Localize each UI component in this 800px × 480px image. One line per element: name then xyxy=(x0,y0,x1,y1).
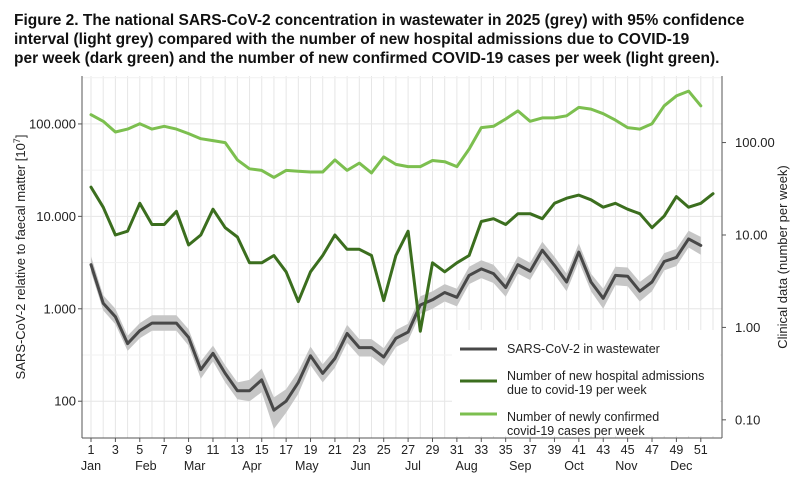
x-week-label: 13 xyxy=(230,443,244,457)
x-week-label: 25 xyxy=(377,443,391,457)
chart-title-line: per week (dark green) and the number of … xyxy=(14,50,720,67)
x-week-label: 35 xyxy=(499,443,513,457)
x-month-label: Jun xyxy=(350,459,370,473)
y-right-axis-label: Clinical data (number per week) xyxy=(775,165,790,349)
y-left-tick-label: 100.000 xyxy=(29,116,76,131)
legend: SARS-CoV-2 in wastewater Number of new ho… xyxy=(452,330,720,438)
x-week-label: 47 xyxy=(645,443,659,457)
x-week-label: 3 xyxy=(112,443,119,457)
x-week-label: 11 xyxy=(206,443,219,457)
x-week-label: 37 xyxy=(523,443,537,457)
y-left-tick-label: 100 xyxy=(54,394,76,409)
x-month-label: Feb xyxy=(135,459,157,473)
x-week-label: 27 xyxy=(401,443,415,457)
y-right-tick-label: 10.00 xyxy=(735,227,768,242)
x-week-label: 7 xyxy=(161,443,168,457)
x-week-label: 43 xyxy=(596,443,610,457)
x-week-label: 23 xyxy=(352,443,366,457)
y-left-tick-label: 1.000 xyxy=(43,301,76,316)
x-week-label: 45 xyxy=(621,443,635,457)
x-month-label: Jul xyxy=(405,459,421,473)
x-week-label: 21 xyxy=(328,443,342,457)
legend-label: Number of new hospital admissions due to … xyxy=(507,369,704,397)
x-month-label: Dec xyxy=(670,459,692,473)
chart-title-line: Figure 2. The national SARS-CoV-2 concen… xyxy=(14,12,745,29)
x-month-label: Aug xyxy=(456,459,478,473)
x-month-label: Sep xyxy=(509,459,531,473)
wastewater-line xyxy=(89,237,703,412)
confirmed-cases-line xyxy=(89,89,703,179)
x-week-label: 33 xyxy=(474,443,488,457)
y-right-tick-label: 0.10 xyxy=(735,412,760,427)
x-week-label: 17 xyxy=(279,443,293,457)
x-week-label: 1 xyxy=(88,443,95,457)
x-week-label: 51 xyxy=(694,443,708,457)
hospital-admissions-line xyxy=(89,185,715,333)
x-week-label: 5 xyxy=(136,443,143,457)
x-month-label: Jan xyxy=(81,459,101,473)
x-month-label: Mar xyxy=(184,459,206,473)
y-right-tick-label: 1.00 xyxy=(735,320,760,335)
x-week-label: 31 xyxy=(450,443,464,457)
x-week-label: 9 xyxy=(185,443,192,457)
chart-title-line: interval (light grey) compared with the … xyxy=(14,31,690,48)
x-month-label: Oct xyxy=(564,459,584,473)
x-week-label: 15 xyxy=(255,443,269,457)
x-week-label: 49 xyxy=(669,443,683,457)
x-month-label: Apr xyxy=(242,459,261,473)
x-week-label: 19 xyxy=(304,443,318,457)
y-right-tick-label: 100.00 xyxy=(735,135,775,150)
chart-title: Figure 2. The national SARS-CoV-2 concen… xyxy=(14,11,794,68)
legend-label: SARS-CoV-2 in wastewater xyxy=(507,342,660,356)
x-month-label: May xyxy=(295,459,319,473)
series-lines xyxy=(89,89,715,412)
legend-label: Number of newly confirmed covid-19 cases … xyxy=(507,410,659,438)
x-week-label: 41 xyxy=(572,443,586,457)
y-left-axis-label: SARS-CoV-2 relative to faecal matter [10… xyxy=(12,135,28,380)
x-week-label: 29 xyxy=(426,443,440,457)
x-month-label: Nov xyxy=(615,459,638,473)
axes: 100 1.000 10.000 100.000 0.10 1.00 10.00 100.00… xyxy=(12,76,790,473)
y-left-tick-label: 10.000 xyxy=(36,209,76,224)
x-week-label: 39 xyxy=(547,443,561,457)
